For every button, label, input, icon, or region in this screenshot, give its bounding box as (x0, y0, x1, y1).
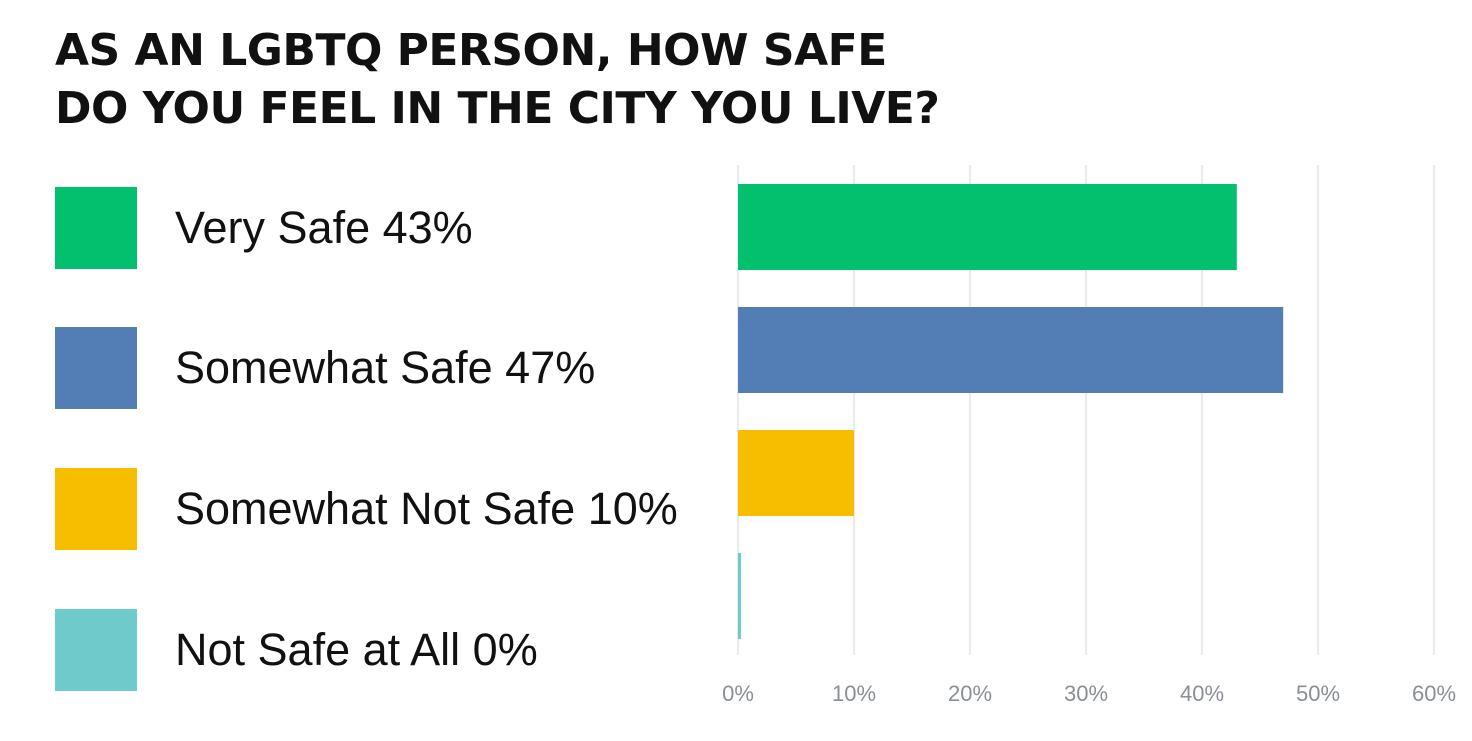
legend-item-somewhat-not-safe: Somewhat Not Safe 10% (55, 468, 715, 550)
legend-item-not-safe-at-all: Not Safe at All 0% (55, 609, 715, 691)
x-tick-label: 0% (722, 681, 754, 706)
x-tick-label: 50% (1296, 681, 1340, 706)
x-tick-label: 30% (1064, 681, 1108, 706)
chart-title-line-1: AS AN LGBTQ PERSON, HOW SAFE (55, 25, 887, 76)
x-tick-label: 60% (1412, 681, 1456, 706)
x-tick-label: 10% (832, 681, 876, 706)
legend-label-not-safe-at-all: Not Safe at All 0% (175, 624, 538, 675)
x-tick-label: 20% (948, 681, 992, 706)
legend-label-somewhat-not-safe: Somewhat Not Safe 10% (175, 483, 678, 534)
legend-swatch-very-safe (55, 187, 137, 269)
bars (738, 184, 1284, 639)
bar (738, 430, 854, 516)
legend-swatch-somewhat-not-safe (55, 468, 137, 550)
bar (738, 307, 1284, 393)
legend-label-somewhat-safe: Somewhat Safe 47% (175, 342, 596, 393)
legend-item-somewhat-safe: Somewhat Safe 47% (55, 327, 715, 409)
legend-item-very-safe: Very Safe 43% (55, 187, 715, 269)
legend-swatch-somewhat-safe (55, 327, 137, 409)
chart-title-line-2: DO YOU FEEL IN THE CITY YOU LIVE? (55, 83, 940, 134)
x-tick-label: 40% (1180, 681, 1224, 706)
chart-title: AS AN LGBTQ PERSON, HOW SAFE DO YOU FEEL… (55, 22, 1015, 138)
bar (738, 184, 1237, 270)
bar-chart: 0% 10% 20% 30% 40% 50% 60% (722, 165, 1456, 706)
bar (738, 553, 741, 639)
legend-label-very-safe: Very Safe 43% (175, 202, 473, 253)
x-axis-ticks: 0% 10% 20% 30% 40% 50% 60% (722, 681, 1456, 706)
legend-swatch-not-safe-at-all (55, 609, 137, 691)
